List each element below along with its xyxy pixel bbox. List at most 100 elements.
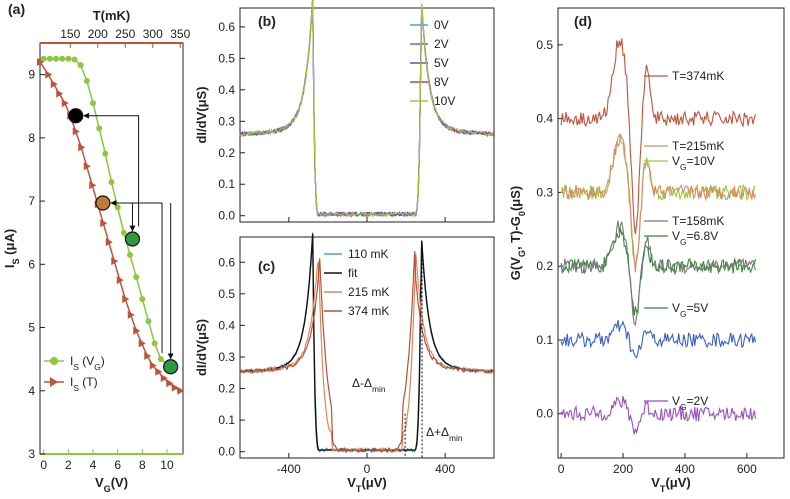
panel-d-series <box>560 38 757 235</box>
panel-a-point-vg <box>114 204 121 211</box>
panel-b-legend-label: 2V <box>434 37 449 51</box>
panel-c-annotation-plus-part: Δ+Δ <box>426 425 449 439</box>
panel-a-point-t <box>111 257 119 266</box>
panel-c-annotation-minus: Δ-Δmin <box>352 376 386 394</box>
panel-a-xtick-label: 4 <box>90 458 97 472</box>
panel-a-ytick-label: 8 <box>28 131 35 145</box>
panel-d-legend-label: T=158mK <box>672 214 724 228</box>
panel-a-xlabel-part: V <box>95 475 104 490</box>
panel-c-ytick-label: 0.2 <box>218 382 235 396</box>
panel-b-ytick-label: 0.2 <box>218 146 235 160</box>
panel-a-legend-marker-t <box>50 377 58 387</box>
panel-c-frame <box>239 236 495 459</box>
panel-b-series-8V <box>239 0 494 218</box>
panel-a-legend-t-part: (T) <box>79 375 98 389</box>
panel-a-x2tick-label: 200 <box>88 27 108 41</box>
panel-d-legend-label-part: V <box>672 301 680 315</box>
panel-a-ylabel-part: I <box>2 265 17 269</box>
panel-a-xlabel: VG(V) <box>95 475 128 494</box>
panel-a-label: (a) <box>8 1 25 17</box>
panel-a-legend-vg-part: S <box>73 362 79 372</box>
panel-a-arrow-1 <box>83 112 140 183</box>
panel-a-x2tick-label: 250 <box>115 27 135 41</box>
panel-d-xlabel-part: V <box>651 475 660 490</box>
panel-c-xtick-label: -400 <box>277 462 301 476</box>
panel-d-xlabel-part: (μV) <box>665 475 690 490</box>
panel-d-legend-label: VG=2V <box>672 394 708 412</box>
panel-d-legend-label-part: =2V <box>687 394 709 408</box>
panel-b-legend-label: 8V <box>434 75 449 89</box>
panel-a-xtick-label: 0 <box>40 458 47 472</box>
panel-d-series <box>560 395 757 435</box>
panel-d-legend-label-part: =5V <box>687 301 709 315</box>
panel-a-point-t <box>83 162 91 171</box>
panel-d-xtick-label: 0 <box>558 462 565 476</box>
panel-a-point-vg <box>71 56 78 63</box>
panel-d-ylabel-part: G(V <box>508 257 523 280</box>
panel-a-series-t <box>39 61 181 392</box>
panel-a-point-vg <box>59 55 66 62</box>
panel-a-point-vg <box>108 179 115 186</box>
panel-a-point-t <box>61 99 69 108</box>
panel-d-legend-label-part: G <box>680 402 687 412</box>
panel-a-ytick-label: 9 <box>28 68 35 82</box>
panel-b-ytick-label: 0.5 <box>218 51 235 65</box>
panel-a-point-t <box>72 127 80 136</box>
panel-d-legend-label: T=215mK <box>672 139 724 153</box>
panel-b-series-5V <box>239 0 494 218</box>
panel-a-highlight-marker <box>68 108 84 124</box>
panel-d-legend-label-part: G <box>680 237 687 247</box>
panel-a-point-vg <box>90 100 97 107</box>
panel-a-point-t <box>56 89 64 98</box>
panel-d-xlabel-part: T <box>660 484 666 494</box>
panel-b-ytick-label: 0.1 <box>218 177 235 191</box>
panel-a-x2tick-label: 350 <box>170 27 190 41</box>
panel-b-ytick-label: 0.3 <box>218 114 235 128</box>
panel-c-series-215mK <box>239 253 494 454</box>
panel-a-point-vg <box>46 55 53 62</box>
panel-c-legend-label: 215 mK <box>348 285 389 299</box>
panel-b: 0.0 0.1 0.2 0.3 0.4 0.5 0.6 (b) dI/dV(μS) 0V 2V 5V 8… <box>194 0 495 223</box>
panel-a-ytick-label: 6 <box>28 257 35 271</box>
panel-a-point-vg <box>96 125 103 132</box>
panel-a-point-vg <box>157 356 164 363</box>
panel-a-legend-t: IS (T) <box>70 375 98 393</box>
panel-c-annotation-minus-part: Δ-Δ <box>352 376 372 390</box>
panel-a-ytick-label: 3 <box>28 447 35 461</box>
panel-d-series <box>560 133 757 273</box>
panel-b-legend-label: 0V <box>434 18 449 32</box>
panel-d-ytick-label: 0.1 <box>536 333 553 347</box>
panel-d-ytick-label: 0.4 <box>536 112 553 126</box>
panel-d-ytick-label: 0.0 <box>536 407 553 421</box>
panel-a-legend-vg-part: G <box>94 362 101 372</box>
panel-d-legend-label-part: G <box>680 162 687 172</box>
panel-a-x2tick-label: 300 <box>143 27 163 41</box>
panel-c-xlabel-part: V <box>347 475 356 490</box>
panel-a-point-t <box>177 386 185 395</box>
panel-a-point-t <box>127 310 135 319</box>
panel-b-series-10V <box>239 0 494 218</box>
panel-a-xtick-label: 8 <box>139 458 146 472</box>
panel-a-legend-marker-vg <box>50 357 58 365</box>
panel-c-ytick-label: 0.0 <box>218 445 235 459</box>
panel-a-highlight-marker <box>163 359 179 375</box>
panel-a-xtick-label: 10 <box>160 458 174 472</box>
panel-b-ylabel: dI/dV(μS) <box>194 86 209 143</box>
panel-c-ytick-label: 0.1 <box>218 413 235 427</box>
panel-d-series <box>560 228 757 316</box>
panel-d-label: (d) <box>574 13 592 29</box>
panel-a-point-t <box>160 374 168 383</box>
panel-d-legend-label-part: G <box>680 309 687 319</box>
panel-a-x2tick-label: 150 <box>60 27 80 41</box>
panel-a-point-vg <box>65 55 72 62</box>
panel-d-series <box>561 133 756 266</box>
panel-d-ytick-label: 0.2 <box>536 259 553 273</box>
panel-c-series-fit <box>239 233 494 451</box>
panel-b-label: (b) <box>258 13 276 29</box>
panel-a-point-vg <box>102 150 109 157</box>
panel-d-ytick-label: 0.3 <box>536 185 553 199</box>
panel-c-annotation-plus: Δ+Δmin <box>426 425 463 443</box>
panel-a-ylabel-part: (μA) <box>2 229 17 259</box>
panel-a-ytick-label: 4 <box>28 384 35 398</box>
